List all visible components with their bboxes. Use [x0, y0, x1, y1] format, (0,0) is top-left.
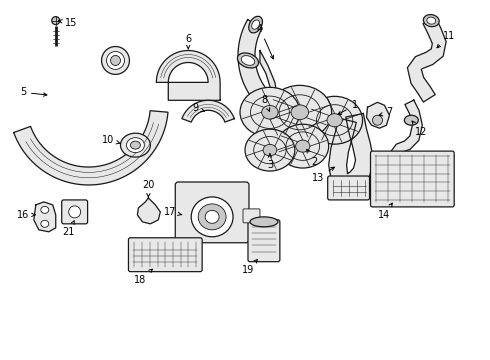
- Ellipse shape: [423, 14, 439, 27]
- Ellipse shape: [198, 204, 226, 230]
- Polygon shape: [34, 202, 56, 232]
- Polygon shape: [367, 102, 390, 128]
- Ellipse shape: [427, 17, 436, 24]
- Text: 20: 20: [142, 180, 154, 197]
- Text: 16: 16: [17, 210, 35, 220]
- Polygon shape: [407, 18, 446, 102]
- Text: 18: 18: [134, 269, 152, 285]
- Polygon shape: [238, 20, 351, 127]
- Ellipse shape: [240, 87, 300, 137]
- Ellipse shape: [191, 197, 233, 237]
- Ellipse shape: [126, 138, 145, 153]
- FancyBboxPatch shape: [328, 176, 369, 200]
- Text: 19: 19: [242, 260, 257, 275]
- Ellipse shape: [121, 133, 150, 157]
- Text: 3: 3: [267, 154, 273, 170]
- Ellipse shape: [268, 85, 332, 139]
- Ellipse shape: [238, 53, 259, 68]
- Text: 11: 11: [437, 31, 455, 48]
- Ellipse shape: [252, 20, 260, 29]
- FancyBboxPatch shape: [243, 209, 260, 223]
- Text: 2: 2: [307, 149, 318, 167]
- Ellipse shape: [106, 51, 124, 69]
- Ellipse shape: [111, 55, 121, 66]
- Ellipse shape: [245, 129, 295, 171]
- Ellipse shape: [307, 96, 363, 144]
- Ellipse shape: [277, 124, 329, 168]
- FancyBboxPatch shape: [128, 238, 202, 272]
- Ellipse shape: [205, 210, 219, 223]
- Text: 6: 6: [185, 33, 191, 49]
- Polygon shape: [182, 100, 234, 122]
- Ellipse shape: [250, 217, 278, 227]
- Ellipse shape: [327, 114, 343, 127]
- Text: 1: 1: [338, 100, 358, 114]
- Ellipse shape: [262, 105, 278, 119]
- Ellipse shape: [52, 17, 60, 24]
- Ellipse shape: [295, 140, 310, 152]
- Ellipse shape: [130, 141, 141, 149]
- Text: 10: 10: [102, 135, 120, 145]
- Text: 17: 17: [164, 207, 182, 217]
- Text: 8: 8: [262, 95, 270, 111]
- Polygon shape: [14, 111, 168, 185]
- Ellipse shape: [101, 46, 129, 75]
- FancyBboxPatch shape: [62, 200, 88, 224]
- Ellipse shape: [241, 56, 255, 65]
- Text: 13: 13: [312, 167, 334, 183]
- Text: 14: 14: [378, 203, 392, 220]
- Ellipse shape: [263, 144, 277, 156]
- Ellipse shape: [404, 115, 418, 125]
- Polygon shape: [329, 113, 373, 191]
- Ellipse shape: [291, 105, 309, 120]
- FancyBboxPatch shape: [370, 151, 454, 207]
- Text: 15: 15: [59, 18, 77, 28]
- Ellipse shape: [41, 220, 49, 227]
- Ellipse shape: [249, 16, 263, 33]
- FancyBboxPatch shape: [248, 220, 280, 262]
- Text: 5: 5: [20, 87, 47, 97]
- Text: 21: 21: [63, 221, 75, 237]
- Text: 12: 12: [412, 121, 427, 137]
- Polygon shape: [137, 198, 160, 224]
- Text: 9: 9: [192, 103, 204, 113]
- Polygon shape: [248, 50, 278, 120]
- Text: 4: 4: [257, 24, 273, 59]
- Polygon shape: [156, 50, 220, 100]
- Ellipse shape: [69, 206, 81, 218]
- Polygon shape: [391, 100, 422, 158]
- Ellipse shape: [372, 115, 383, 125]
- FancyBboxPatch shape: [175, 182, 249, 243]
- Text: 7: 7: [379, 107, 392, 117]
- Ellipse shape: [41, 206, 49, 213]
